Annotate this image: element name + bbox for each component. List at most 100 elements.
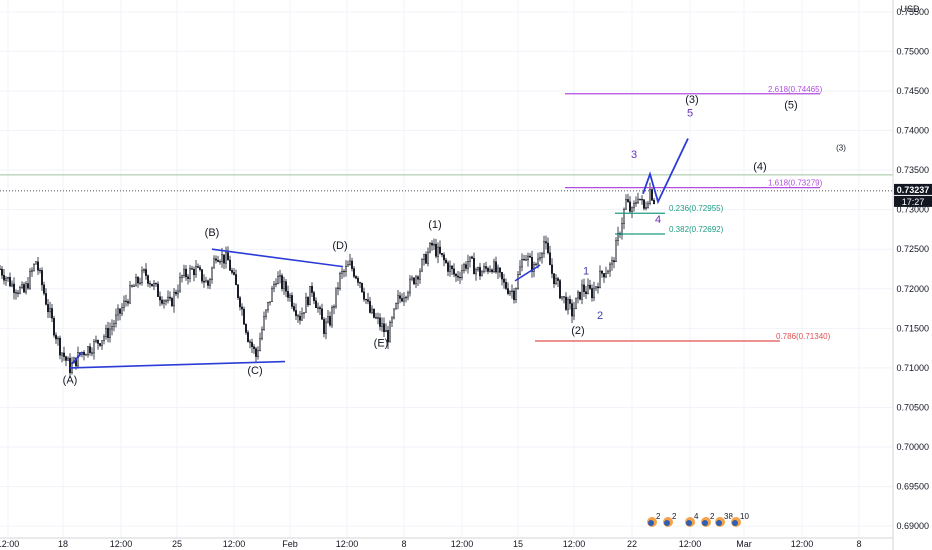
time-axis[interactable]: 12:00 18 12:00 25 12:00 Feb 12:00 8 12:00 15 12:00… [0, 537, 893, 549]
candle-body [517, 274, 519, 289]
candle-body [449, 265, 451, 272]
candle-body [391, 317, 393, 323]
candle-body [171, 298, 173, 307]
x-tick-label: 25 [172, 539, 182, 549]
candle-body [513, 290, 515, 300]
candle-body [293, 306, 295, 311]
candle-body [107, 328, 109, 338]
candle-body [167, 296, 169, 302]
candle-body [263, 316, 265, 330]
candle-body [501, 272, 503, 280]
event-flag-icon [732, 520, 738, 526]
candle-body [379, 317, 381, 327]
candle-body [571, 303, 573, 317]
candle-body [175, 291, 177, 295]
candle-body [453, 268, 455, 275]
candle-body [235, 274, 237, 286]
candle-body [47, 304, 49, 313]
candle-body [567, 299, 569, 310]
price-axis[interactable]: USD 0.75500 0.75000 0.74500 0.74000 0.73500 0… [892, 0, 932, 550]
y-tick-label: 0.72000 [896, 284, 929, 294]
x-tick-label: 12:00 [336, 539, 359, 549]
candle-body [497, 267, 499, 273]
candle-body [495, 261, 497, 273]
y-tick-label: 0.75500 [896, 7, 929, 17]
candle-body [433, 243, 435, 246]
candle-body [369, 301, 371, 313]
candle-body [587, 284, 589, 295]
candle-body [177, 290, 179, 295]
candle-body [489, 269, 491, 272]
candle-body [183, 268, 185, 276]
event-count: 2 [710, 512, 715, 521]
candle-body [215, 258, 217, 261]
candle-body [9, 277, 11, 287]
candle-body [585, 291, 587, 295]
x-tick-label: Feb [282, 539, 298, 549]
candle-body [613, 260, 615, 263]
candle-body [279, 275, 281, 277]
candle-body [5, 277, 7, 281]
candle-body [649, 189, 651, 204]
candle-body [487, 268, 489, 272]
candle-body [437, 246, 439, 257]
candle-body [481, 271, 483, 277]
candle-body [427, 251, 429, 264]
candle-body [503, 278, 505, 283]
fib-label: 0.382(0.72692) [669, 225, 724, 234]
candle-body [59, 337, 61, 356]
event-count: 2 [672, 512, 677, 521]
candle-body [647, 203, 649, 208]
candle-body [321, 308, 323, 320]
candle-body [535, 263, 537, 265]
candle-body [23, 284, 25, 293]
candle-body [531, 257, 533, 272]
candle-body [425, 254, 427, 264]
candle-body [561, 296, 563, 299]
candle-body [401, 298, 403, 302]
candle-body [385, 330, 387, 333]
candle-body [443, 254, 445, 261]
candle-body [209, 279, 211, 286]
event-count: 38 [724, 512, 733, 521]
candle-body [371, 308, 373, 313]
candle-body [355, 276, 357, 279]
x-tick-label: 12:00 [791, 539, 814, 549]
candle-body [297, 315, 299, 317]
candle-body [233, 272, 235, 275]
candle-body [277, 276, 279, 285]
candle-body [143, 269, 145, 272]
candle-body [325, 321, 327, 334]
y-tick-label: 0.72500 [896, 244, 929, 254]
candle-body [299, 315, 301, 321]
candle-body [65, 356, 67, 361]
trend-line [211, 248, 344, 268]
candle-body [505, 282, 507, 289]
candle-body [423, 254, 425, 260]
candle-body [435, 243, 437, 257]
price-candles [0, 182, 655, 378]
candle-body [113, 323, 115, 327]
candle-body [507, 288, 509, 294]
candle-body [121, 307, 123, 314]
wave-label: (E) [374, 338, 389, 350]
current-price-value: 0.73237 [897, 185, 930, 195]
candle-body [419, 270, 421, 280]
candle-body [351, 260, 353, 269]
event-markers[interactable]: 2 2 4 2 38 10 [646, 512, 750, 528]
x-tick-label: 12:00 [563, 539, 586, 549]
candle-body [399, 295, 401, 299]
candle-body [311, 286, 313, 293]
candle-body [207, 280, 209, 286]
candle-body [301, 313, 303, 321]
x-tick-label: 12:00 [223, 539, 246, 549]
candle-body [157, 283, 159, 297]
candle-body [37, 261, 39, 271]
candle-body [267, 302, 269, 311]
candle-body [465, 264, 467, 269]
candle-body [483, 266, 485, 273]
candle-body [25, 283, 27, 293]
candle-body [89, 346, 91, 354]
candle-body [313, 292, 315, 302]
